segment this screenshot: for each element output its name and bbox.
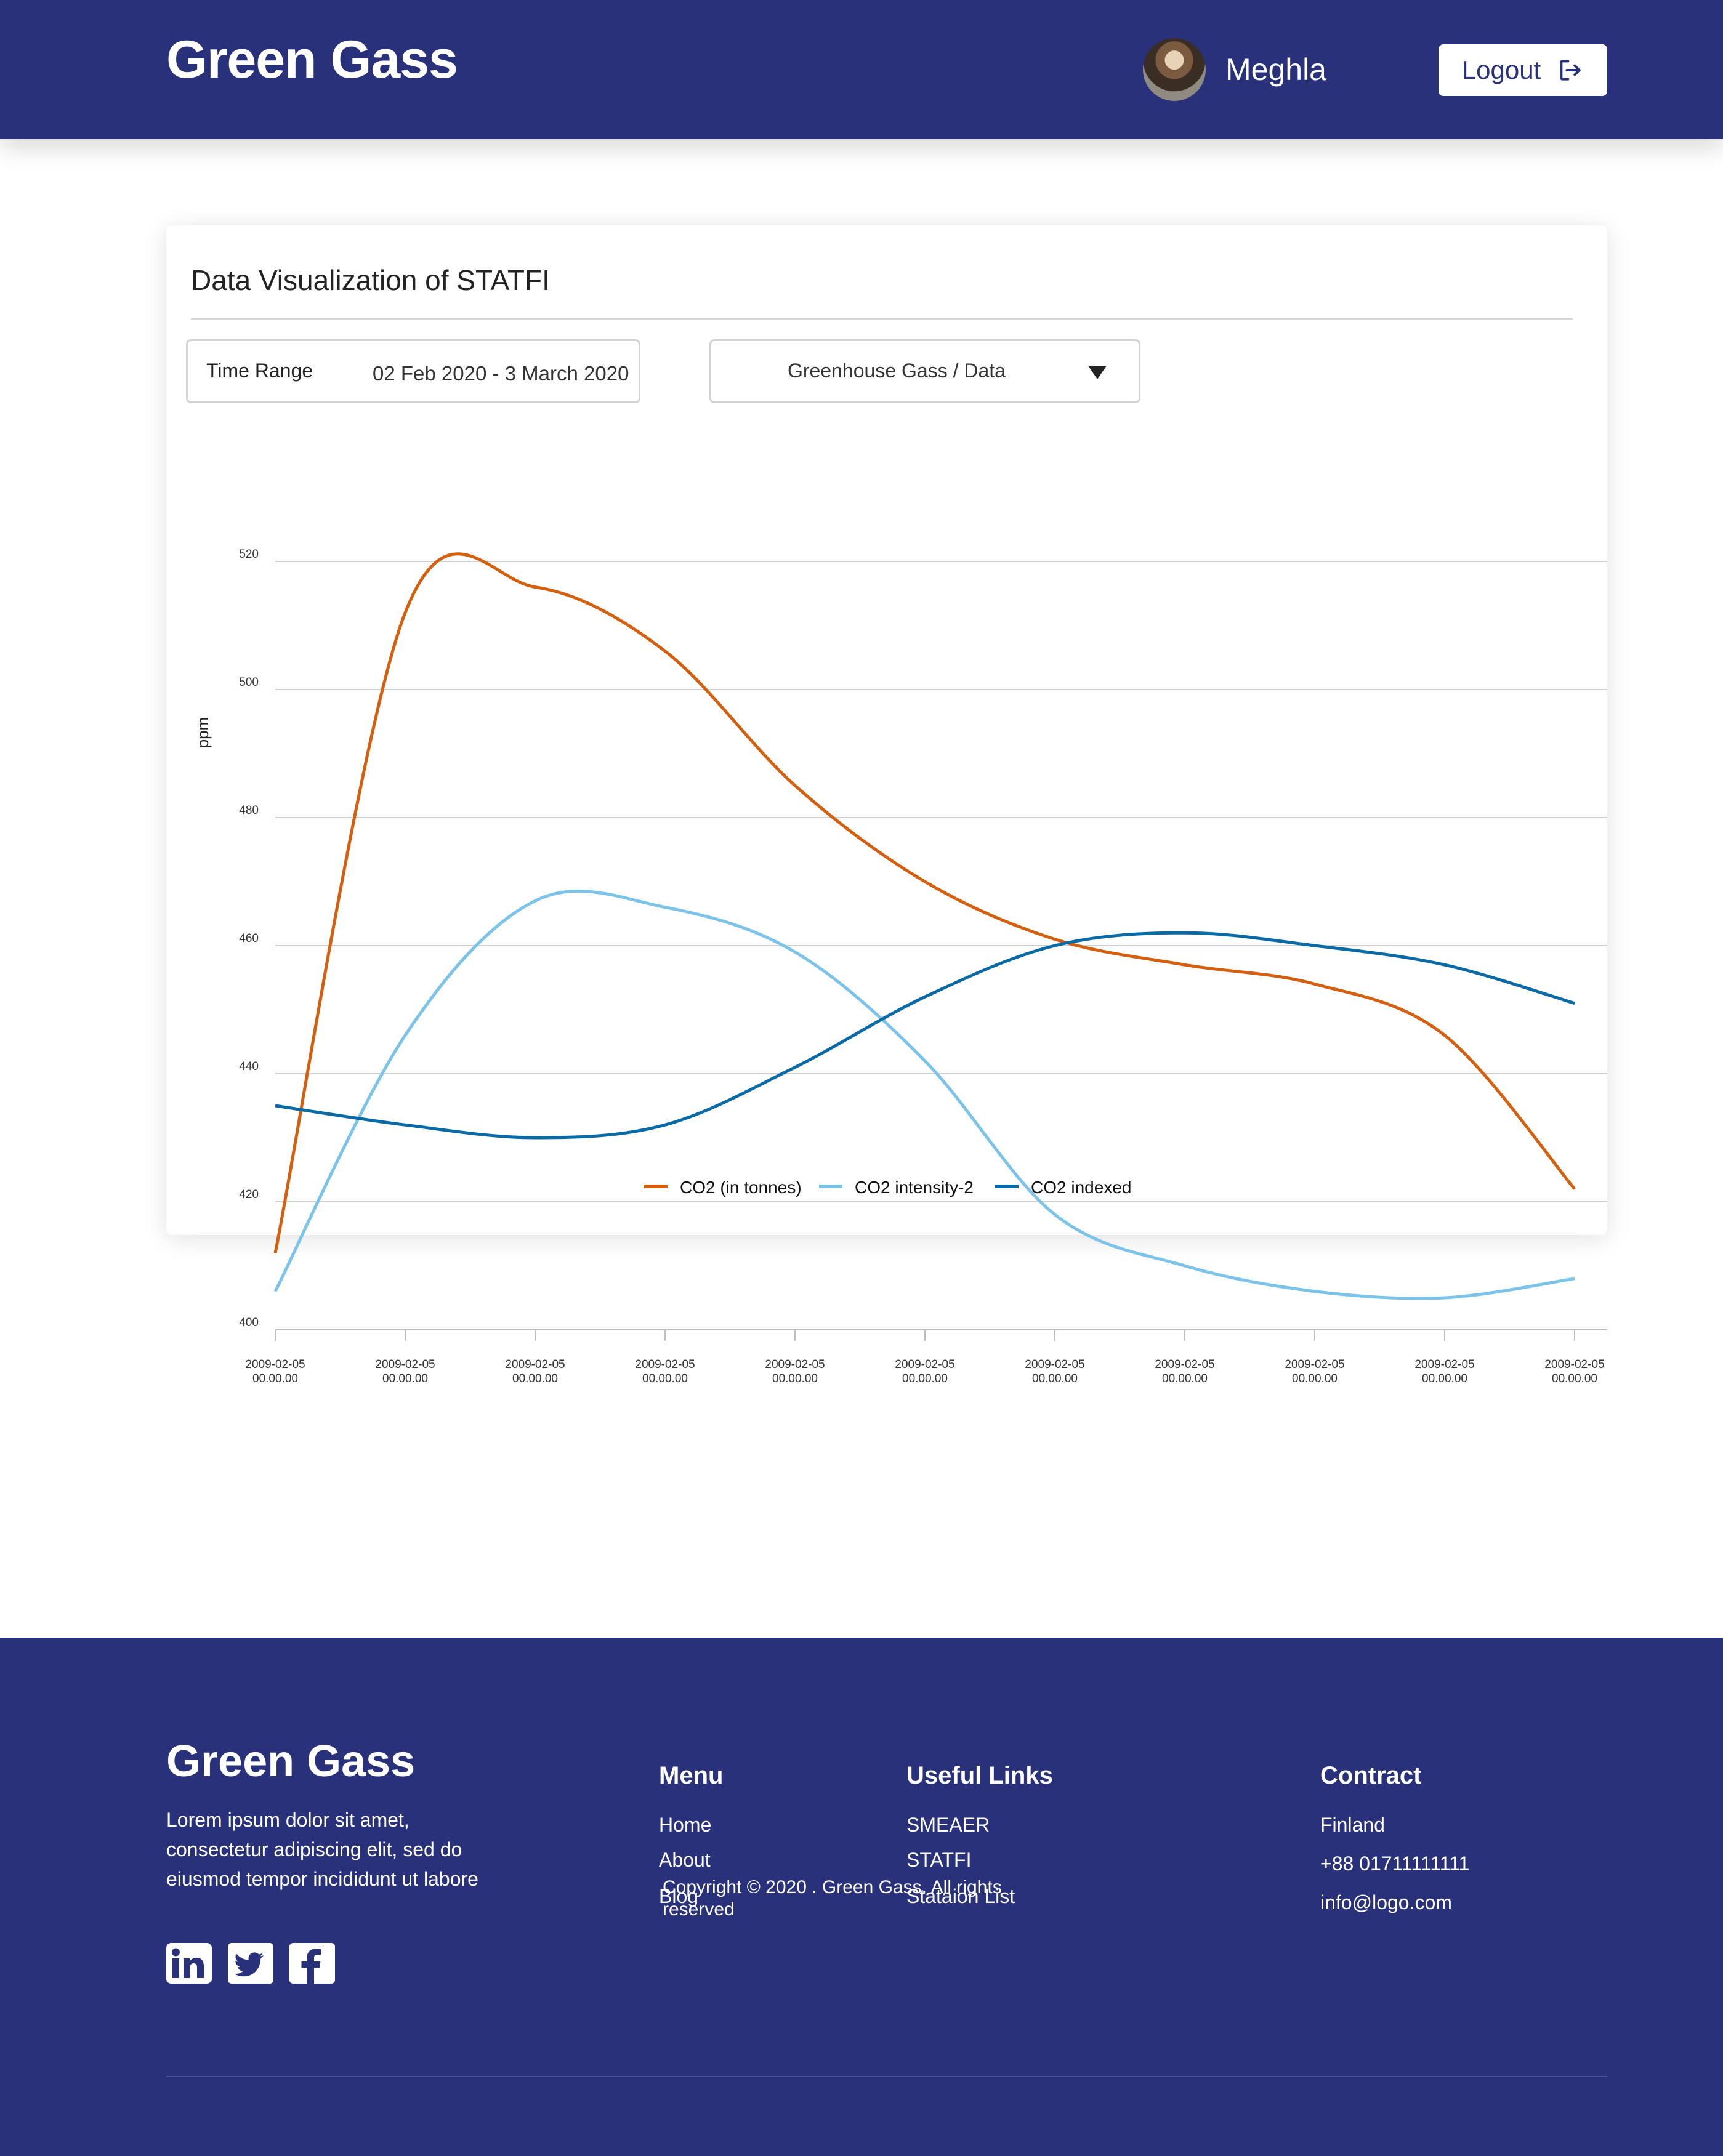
y-tick-label: 440 (239, 1060, 259, 1073)
x-tick-label: 2009-02-05 00.00.00 (765, 1358, 825, 1385)
x-tick-label: 2009-02-05 00.00.00 (505, 1358, 565, 1385)
y-tick-label: 460 (239, 932, 259, 945)
footer-contract-phone[interactable]: +88 01711111111 (1320, 1852, 1470, 1875)
footer-menu-heading: Menu (659, 1762, 724, 1789)
top-header: Green Gass Meghla Logout (0, 0, 1723, 139)
legend-label: CO2 intensity-2 (855, 1178, 974, 1197)
y-tick-label: 480 (239, 804, 259, 817)
y-axis-label: ppm (193, 717, 212, 749)
line-chart: 400 420 440 460 480 500 520 2009-02-05 00.00.00… (193, 548, 1607, 1385)
x-tick-label: 2009-02-05 00.00.00 (635, 1358, 695, 1385)
footer-brand[interactable]: Green Gass (166, 1737, 416, 1786)
footer-contract-email[interactable]: info@logo.com (1320, 1891, 1452, 1913)
y-tick-label: 520 (239, 548, 259, 561)
footer-link-smeaer[interactable]: SMEAER (906, 1814, 990, 1836)
footer-contract-heading: Contract (1320, 1762, 1422, 1789)
time-range-value: 02 Feb 2020 - 3 March 2020 (373, 362, 629, 385)
logout-icon (1560, 60, 1581, 81)
x-tick-label: 2009-02-05 00.00.00 (895, 1358, 954, 1385)
legend-item: CO2 intensity-2 (819, 1178, 974, 1197)
time-range-label: Time Range (206, 360, 313, 382)
y-tick-label: 400 (239, 1316, 259, 1329)
x-tick-label: 2009-02-05 00.00.00 (1414, 1358, 1474, 1385)
series-line-1 (273, 552, 1576, 1253)
series-line-2 (273, 889, 1575, 1300)
series-line-3 (275, 931, 1575, 1140)
y-tick-label: 420 (239, 1188, 259, 1201)
footer-description: Lorem ipsum dolor sit amet, consectetur … (166, 1809, 478, 1890)
x-tick-label: 2009-02-05 00.00.00 (1155, 1358, 1214, 1385)
chevron-down-icon (1088, 366, 1107, 379)
logout-label: Logout (1461, 55, 1541, 84)
x-tick-label: 2009-02-05 00.00.00 (245, 1358, 305, 1385)
logout-button[interactable]: Logout (1439, 44, 1607, 96)
footer-copyright: Copyright © 2020 . Green Gass. All right… (663, 1877, 1002, 1920)
x-tick-label: 2009-02-05 00.00.00 (1025, 1358, 1084, 1385)
dataset-select[interactable]: Greenhouse Gass / Data (709, 339, 1140, 403)
footer-contract-country: Finland (1320, 1814, 1385, 1836)
linkedin-icon[interactable] (166, 1943, 212, 1984)
legend-item: CO2 indexed (995, 1178, 1131, 1197)
site-footer (0, 1638, 1723, 2156)
facebook-icon[interactable] (289, 1943, 335, 1984)
legend-item: CO2 (in tonnes) (644, 1178, 802, 1197)
user-name[interactable]: Meghla (1225, 52, 1326, 87)
visualization-card (166, 225, 1607, 1235)
legend-label: CO2 (in tonnes) (680, 1178, 802, 1197)
twitter-icon[interactable] (228, 1943, 273, 1984)
y-tick-label: 500 (239, 676, 259, 689)
card-divider (191, 318, 1573, 320)
x-tick-label: 2009-02-05 00.00.00 (1285, 1358, 1344, 1385)
footer-menu-blog[interactable]: Blog (659, 1885, 699, 1907)
time-range-picker[interactable]: Time Range 02 Feb 2020 - 3 March 2020 (186, 339, 640, 403)
footer-links-heading: Useful Links (906, 1762, 1053, 1789)
footer-link-station-list[interactable]: Stataion List (906, 1885, 1015, 1907)
x-tick-label: 2009-02-05 00.00.00 (1544, 1358, 1604, 1385)
footer-divider (166, 2076, 1607, 2077)
footer-link-statfi[interactable]: STATFI (906, 1849, 972, 1871)
footer-menu-about[interactable]: About (659, 1849, 711, 1871)
legend-label: CO2 indexed (1031, 1178, 1131, 1197)
x-tick-label: 2009-02-05 00.00.00 (375, 1358, 435, 1385)
user-avatar[interactable] (1143, 38, 1206, 101)
brand-logo-text[interactable]: Green Gass (166, 30, 458, 89)
dataset-select-value: Greenhouse Gass / Data (788, 360, 1006, 382)
card-title: Data Visualization of STATFI (191, 264, 550, 296)
footer-menu-home[interactable]: Home (659, 1814, 712, 1836)
